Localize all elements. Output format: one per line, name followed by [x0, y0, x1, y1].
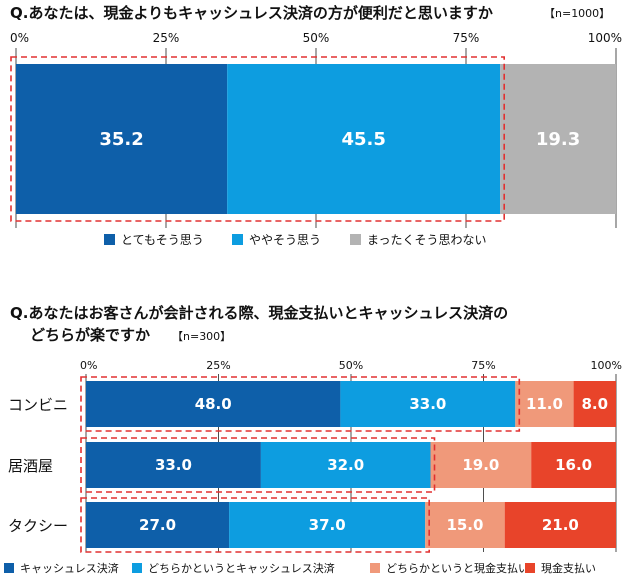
- category-label: コンビニ: [8, 396, 68, 414]
- data-label: 15.0: [446, 516, 483, 534]
- bar-segment: [86, 381, 341, 427]
- highlight-box: [80, 437, 436, 493]
- legend-swatch: [350, 234, 361, 245]
- data-label: 19.0: [462, 456, 499, 474]
- data-label: 45.5: [341, 129, 385, 150]
- axis-tick-label: 75%: [453, 31, 480, 45]
- bar-segment: [86, 442, 261, 488]
- legend-swatch: [370, 563, 380, 573]
- data-label: 37.0: [309, 516, 346, 534]
- bar-segment: [573, 381, 616, 427]
- category-label: タクシー: [8, 517, 68, 535]
- legend-swatch: [232, 234, 243, 245]
- legend-swatch: [104, 234, 115, 245]
- axis-tick-label: 100%: [588, 31, 622, 45]
- data-label: 27.0: [139, 516, 176, 534]
- bar-segment: [340, 381, 516, 427]
- bar-segment: [229, 502, 426, 548]
- legend-label: どちらかというと現金支払い: [386, 561, 529, 575]
- data-label: 16.0: [555, 456, 592, 474]
- legend-label: ややそう思う: [249, 233, 321, 247]
- bar-segment: [227, 64, 501, 214]
- data-label: 11.0: [526, 395, 563, 413]
- data-label: 8.0: [582, 395, 609, 413]
- data-label: 19.3: [536, 129, 580, 150]
- data-label: 35.2: [99, 129, 143, 150]
- bar-segment: [260, 442, 431, 488]
- axis-tick-label: 50%: [339, 359, 363, 372]
- highlight-box: [10, 56, 506, 222]
- legend-swatch: [525, 563, 535, 573]
- legend-label: キャッシュレス決済: [20, 561, 119, 575]
- bar-segment: [515, 381, 574, 427]
- legend-label: まったくそう思わない: [367, 233, 487, 247]
- chart1-sample-size: 【n=1000】: [544, 7, 610, 20]
- category-label: 居酒屋: [8, 457, 53, 475]
- legend-label: 現金支払い: [541, 561, 596, 575]
- bar-segment: [500, 64, 616, 214]
- chart1-title: Q.あなたは、現金よりもキャッシュレス決済の方が便利だと思いますか: [10, 4, 493, 22]
- bar-segment: [16, 64, 228, 214]
- highlight-box: [80, 376, 521, 432]
- highlight-box: [80, 497, 431, 553]
- bar-segment: [430, 442, 532, 488]
- bar-segment: [504, 502, 616, 548]
- axis-tick-label: 75%: [471, 359, 495, 372]
- data-label: 33.0: [155, 456, 192, 474]
- bar-segment: [86, 502, 230, 548]
- chart2-title-line2: どちらが楽ですか: [30, 326, 150, 344]
- legend-swatch: [4, 563, 14, 573]
- axis-tick-label: 100%: [591, 359, 622, 372]
- bar-segment: [425, 502, 505, 548]
- axis-tick-label: 25%: [206, 359, 230, 372]
- chart2-sample-size: 【n=300】: [172, 330, 231, 343]
- axis-tick-label: 0%: [10, 31, 29, 45]
- legend-label: どちらかというとキャッシュレス決済: [148, 561, 335, 575]
- legend-swatch: [132, 563, 142, 573]
- bar-segment: [531, 442, 616, 488]
- chart2-title: Q.あなたはお客さんが会計される際、現金支払いとキャッシュレス決済の: [10, 304, 508, 322]
- data-label: 33.0: [409, 395, 446, 413]
- data-label: 48.0: [195, 395, 232, 413]
- data-label: 21.0: [542, 516, 579, 534]
- data-label: 32.0: [327, 456, 364, 474]
- axis-tick-label: 25%: [153, 31, 180, 45]
- legend-label: とてもそう思う: [121, 233, 204, 247]
- axis-tick-label: 0%: [80, 359, 97, 372]
- axis-tick-label: 50%: [303, 31, 330, 45]
